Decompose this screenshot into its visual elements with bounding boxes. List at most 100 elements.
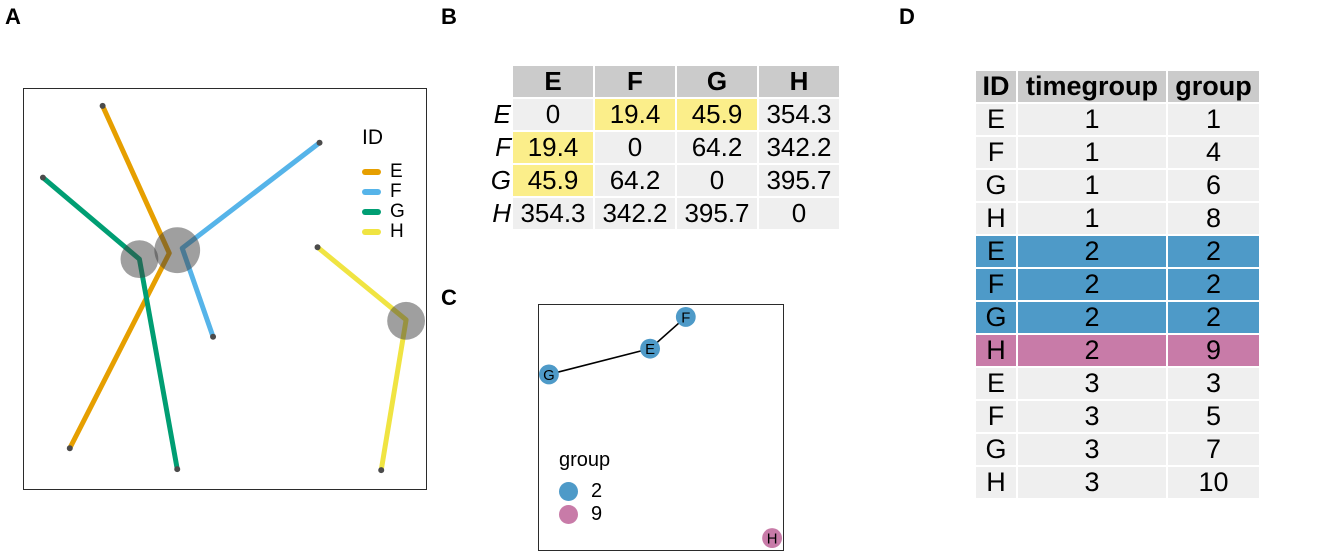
trajectory-endpoint-H — [314, 244, 321, 251]
trajectory-endpoint-H — [378, 467, 385, 474]
grouping-cell-group: 6 — [1168, 170, 1259, 201]
grouping-cell-id: E — [976, 368, 1016, 399]
grouping-cell-id: H — [976, 335, 1016, 366]
group-buffer-circle-3 — [387, 301, 425, 340]
grouping-cell-timegroup: 2 — [1018, 335, 1166, 366]
line-swatch-icon — [362, 189, 381, 195]
trajectory-endpoint-E — [99, 102, 106, 109]
grouping-cell-timegroup: 3 — [1018, 434, 1166, 465]
grouping-cell-id: E — [976, 104, 1016, 135]
group-dot-swatch-icon — [559, 482, 578, 501]
matrix-cell-F-E: 19.4 — [513, 132, 593, 163]
matrix-corner-cell — [480, 66, 511, 97]
grouping-cell-id: E — [976, 236, 1016, 267]
network-node-label-G: G — [543, 368, 555, 384]
grouping-cell-timegroup: 2 — [1018, 236, 1166, 267]
grouping-cell-timegroup: 3 — [1018, 401, 1166, 432]
matrix-cell-G-G: 0 — [677, 165, 757, 196]
trajectory-endpoint-F — [316, 139, 323, 146]
matrix-row-F: F 19.4 0 64.2 342.2 — [480, 132, 839, 163]
grouping-cell-group: 2 — [1168, 302, 1259, 333]
matrix-cell-G-E: 45.9 — [513, 165, 593, 196]
panel-a-label: A — [5, 4, 21, 29]
trajectory-endpoint-G — [39, 174, 46, 181]
grouping-cell-timegroup: 1 — [1018, 137, 1166, 168]
grouping-cell-group: 3 — [1168, 368, 1259, 399]
group-buffer-circle-2 — [154, 227, 201, 274]
grouping-cell-timegroup: 1 — [1018, 170, 1166, 201]
grouping-cell-timegroup: 1 — [1018, 104, 1166, 135]
trajectory-plot — [23, 88, 427, 490]
network-legend-item-group-2: 2 — [559, 480, 610, 503]
grouping-column-header-timegroup: timegroup — [1018, 71, 1166, 102]
matrix-cell-F-F: 0 — [595, 132, 675, 163]
matrix-column-header-H: H — [759, 66, 839, 97]
matrix-cell-H-G: 395.7 — [677, 198, 757, 229]
grouping-column-header-id: ID — [976, 71, 1016, 102]
matrix-column-header-E: E — [513, 66, 593, 97]
matrix-row-E: E 0 19.4 45.9 354.3 — [480, 99, 839, 130]
trajectory-endpoint-E — [66, 445, 73, 452]
matrix-row-G: G 45.9 64.2 0 395.7 — [480, 165, 839, 196]
line-swatch-icon — [362, 169, 381, 175]
grouping-cell-group: 4 — [1168, 137, 1259, 168]
grouping-cell-group: 9 — [1168, 335, 1259, 366]
network-node-E — [640, 338, 661, 359]
grouping-cell-group: 2 — [1168, 269, 1259, 300]
trajectory-legend-item-label: E — [390, 161, 403, 182]
trajectory-legend-item-label: H — [390, 221, 404, 242]
grouping-table-row: H 3 10 — [976, 467, 1259, 498]
grouping-cell-group: 8 — [1168, 203, 1259, 234]
trajectory-legend-item-H: H — [362, 221, 405, 242]
network-plot: F E G H — [538, 304, 784, 551]
matrix-row-header-G: G — [490, 165, 511, 195]
trajectory-line-F — [179, 140, 323, 340]
panel-c-label: C — [441, 285, 457, 310]
grouping-cell-id: H — [976, 467, 1016, 498]
matrix-cell-E-G: 45.9 — [677, 99, 757, 130]
grouping-table-body: E 1 1 F 1 4 G 1 6 H 1 8 E 2 2 F 2 2 G 2 2 H 2 9 E 3 3 F 3 5 G 3 7 H 3 10 — [976, 104, 1259, 498]
trajectory-legend-item-G: G — [362, 201, 405, 222]
grouping-cell-group: 5 — [1168, 401, 1259, 432]
grouping-cell-id: G — [976, 434, 1016, 465]
trajectory-endpoint-G — [174, 466, 181, 473]
grouping-cell-timegroup: 2 — [1018, 302, 1166, 333]
grouping-cell-timegroup: 1 — [1018, 203, 1166, 234]
network-node-label-H: H — [767, 532, 778, 548]
group-buffer-circle-1 — [120, 240, 159, 279]
network-legend-item-label: 2 — [591, 480, 603, 502]
trajectory-line-E — [67, 103, 172, 451]
grouping-cell-id: H — [976, 203, 1016, 234]
distance-matrix-body: E 0 19.4 45.9 354.3 F 19.4 0 64.2 342.2 G 45.9 64.2 0… — [480, 99, 839, 229]
network-node-H — [762, 528, 783, 549]
line-swatch-icon — [362, 209, 381, 215]
network-node-label-F: F — [681, 310, 690, 326]
network-node-label-E: E — [645, 342, 655, 358]
line-swatch-icon — [362, 229, 381, 235]
matrix-column-header-F: F — [595, 66, 675, 97]
trajectory-legend-item-label: G — [390, 201, 405, 222]
matrix-cell-E-F: 19.4 — [595, 99, 675, 130]
grouping-cell-id: G — [976, 170, 1016, 201]
trajectory-line-H — [315, 244, 409, 473]
grouping-cell-group: 7 — [1168, 434, 1259, 465]
matrix-row-H: H 354.3 342.2 395.7 0 — [480, 198, 839, 229]
grouping-cell-id: F — [976, 269, 1016, 300]
grouping-cell-group: 2 — [1168, 236, 1259, 267]
network-node-F — [675, 306, 696, 327]
grouping-cell-group: 1 — [1168, 104, 1259, 135]
grouping-cell-id: G — [976, 302, 1016, 333]
group-dot-swatch-icon — [559, 505, 578, 524]
panel-b-label: B — [441, 4, 457, 29]
matrix-cell-H-H: 0 — [759, 198, 839, 229]
